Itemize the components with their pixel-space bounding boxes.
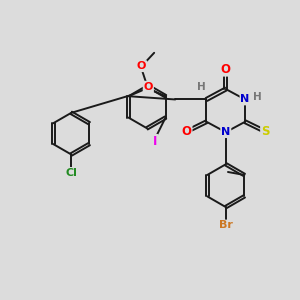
- Text: H: H: [197, 82, 206, 92]
- Text: I: I: [153, 135, 157, 148]
- Text: O: O: [137, 61, 146, 71]
- Text: O: O: [182, 125, 192, 138]
- Text: Cl: Cl: [65, 168, 77, 178]
- Text: O: O: [144, 82, 153, 92]
- Text: H: H: [253, 92, 262, 102]
- Text: O: O: [221, 63, 231, 76]
- Text: N: N: [221, 127, 230, 137]
- Text: N: N: [241, 94, 250, 104]
- Text: Br: Br: [219, 220, 233, 230]
- Text: S: S: [261, 125, 270, 138]
